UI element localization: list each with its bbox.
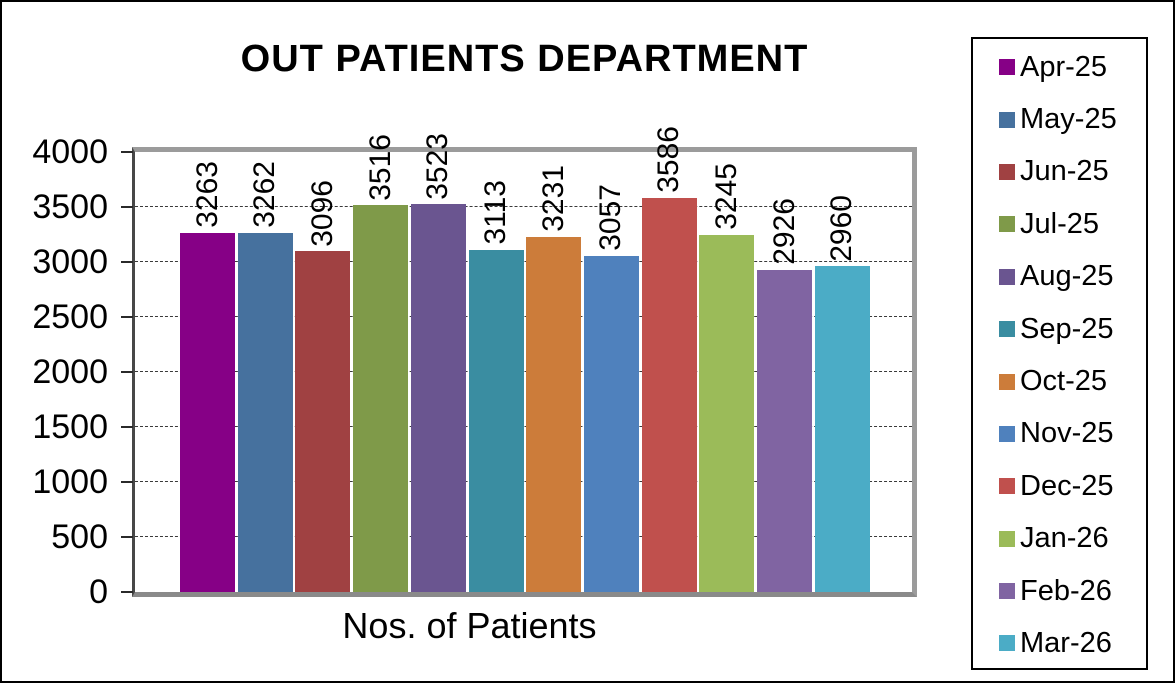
bar-value-label-mar-26: 2960	[825, 194, 859, 262]
legend-swatch-aug-25	[999, 268, 1015, 285]
gridline-1000	[135, 481, 912, 482]
bar-feb-26: 2926	[757, 198, 812, 592]
legend-label-feb-26: Feb-26	[1020, 574, 1112, 607]
legend-swatch-nov-25	[999, 425, 1015, 442]
legend-swatch-feb-26	[999, 583, 1015, 600]
legend-item-feb-26: Feb-26	[973, 565, 1146, 617]
legend: Apr-25 May-25 Jun-25 Jul-25 Aug-25 Sep-25 Oct-…	[971, 37, 1148, 670]
bar-apr-25: 3263	[180, 161, 235, 592]
legend-item-aug-25: Aug-25	[973, 251, 1146, 303]
bar-value-label-oct-25: 3231	[536, 164, 570, 232]
y-axis-label-2500: 2500	[32, 298, 108, 336]
bar-value-label-apr-25: 3263	[190, 161, 224, 229]
bar-oct-25: 3231	[526, 165, 582, 592]
legend-swatch-jan-26	[999, 530, 1015, 547]
chart-title: OUT PATIENTS DEPARTMENT	[240, 38, 809, 80]
legend-swatch-oct-25	[999, 373, 1015, 390]
y-axis-tick-4000	[121, 151, 133, 153]
legend-item-sep-25: Sep-25	[973, 303, 1146, 355]
y-axis-tick-2500	[121, 316, 133, 318]
bar-value-label-feb-26: 2926	[767, 198, 801, 266]
bar-jun-25: 3096	[295, 180, 351, 592]
y-axis-label-3500: 3500	[32, 188, 108, 226]
bar-may-25: 3262	[237, 161, 293, 592]
y-axis-tick-500	[121, 536, 133, 538]
legend-item-dec-25: Dec-25	[973, 460, 1146, 512]
legend-swatch-may-25	[999, 111, 1015, 128]
legend-swatch-apr-25	[999, 59, 1015, 76]
bar-jan-26: 3245	[699, 163, 755, 592]
bar-value-label-jul-25: 3516	[363, 133, 397, 201]
y-axis-label-2000: 2000	[32, 353, 108, 391]
legend-item-mar-26: Mar-26	[973, 617, 1146, 669]
x-axis-title: Nos. of Patients	[342, 605, 597, 646]
legend-item-oct-25: Oct-25	[973, 355, 1146, 407]
bar-value-label-sep-25: 3113	[479, 180, 512, 245]
gridline-2000	[135, 371, 912, 372]
legend-item-jul-25: Jul-25	[973, 198, 1146, 250]
y-axis-tick-1500	[121, 426, 133, 428]
bar-aug-25: 3523	[410, 133, 466, 592]
y-axis-tick-2000	[121, 371, 133, 373]
legend-label-apr-25: Apr-25	[1020, 50, 1108, 83]
bar-value-label-may-25: 3262	[248, 161, 282, 229]
legend-label-dec-25: Dec-25	[1020, 469, 1114, 502]
legend-label-nov-25: Nov-25	[1020, 417, 1114, 450]
bar-nov-25: 3057	[583, 184, 639, 592]
legend-label-may-25: May-25	[1020, 103, 1117, 136]
legend-swatch-jun-25	[999, 163, 1015, 180]
legend-item-apr-25: Apr-25	[973, 41, 1146, 93]
y-axis-label-0: 0	[89, 573, 108, 611]
y-axis-tick-1000	[121, 481, 133, 483]
legend-item-nov-25: Nov-25	[973, 408, 1146, 460]
bar-value-label-aug-25: 3523	[421, 132, 455, 200]
y-axis-label-3000: 3000	[32, 243, 108, 281]
y-axis-tick-3000	[121, 261, 133, 263]
plot-area: 3263 3262 3096 3516 3523 3113 3231 3057 3586 3245…	[132, 126, 917, 597]
y-axis-label-1000: 1000	[32, 463, 108, 501]
legend-label-jan-26: Jan-26	[1020, 522, 1109, 555]
gridline-3500	[135, 206, 912, 207]
gridline-2500	[135, 316, 912, 317]
bar-jul-25: 3516	[353, 134, 409, 592]
legend-label-mar-26: Mar-26	[1020, 626, 1112, 659]
gridline-3000	[135, 261, 912, 262]
legend-swatch-dec-25	[999, 478, 1015, 495]
bar-value-label-jun-25: 3096	[305, 179, 339, 247]
y-axis-tick-0	[121, 591, 133, 593]
gridline-500	[135, 536, 912, 537]
legend-item-may-25: May-25	[973, 93, 1146, 145]
y-axis-label-500: 500	[51, 518, 108, 556]
bar-value-label-jan-26: 3245	[709, 163, 743, 231]
bar-mar-26: 2960	[814, 195, 870, 592]
bar-sep-25: 3113	[468, 180, 524, 592]
bar-value-label-nov-25: 3057	[594, 183, 628, 251]
legend-swatch-jul-25	[999, 216, 1015, 233]
legend-item-jan-26: Jan-26	[973, 513, 1146, 565]
gridline-1500	[135, 426, 912, 427]
legend-label-aug-25: Aug-25	[1020, 260, 1114, 293]
y-axis-label-1500: 1500	[32, 408, 108, 446]
legend-item-jun-25: Jun-25	[973, 146, 1146, 198]
legend-swatch-mar-26	[999, 635, 1015, 652]
y-axis-tick-3500	[121, 206, 133, 208]
legend-swatch-sep-25	[999, 321, 1015, 338]
legend-label-jul-25: Jul-25	[1020, 207, 1099, 240]
bar-dec-25: 3586	[641, 126, 697, 592]
legend-label-jun-25: Jun-25	[1020, 155, 1109, 188]
legend-label-oct-25: Oct-25	[1020, 365, 1108, 398]
legend-label-sep-25: Sep-25	[1020, 312, 1114, 345]
bar-value-label-dec-25: 3586	[652, 125, 686, 193]
y-axis-label-4000: 4000	[32, 133, 108, 171]
